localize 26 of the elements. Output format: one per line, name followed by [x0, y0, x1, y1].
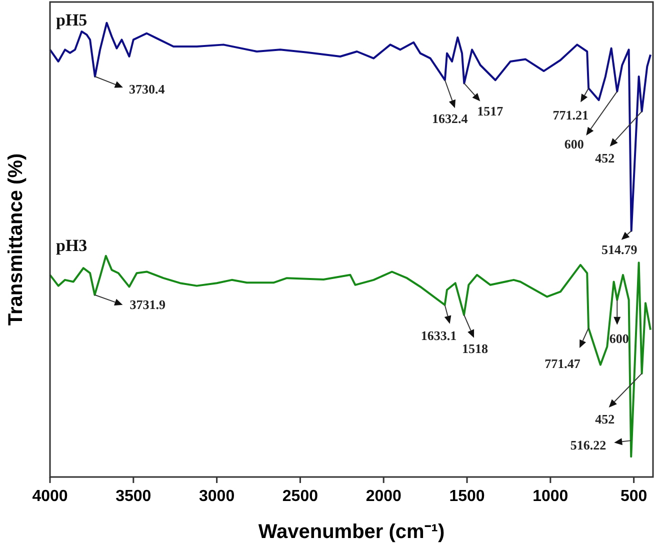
- annotation: 771.47: [544, 356, 581, 372]
- annotation: 514.79: [601, 242, 638, 257]
- annotation: 600: [564, 136, 584, 152]
- annotation: 1518: [462, 340, 489, 356]
- x-tick-label: 3500: [116, 488, 152, 505]
- annotation: 1633.1: [420, 328, 457, 343]
- annotation: 1632.4: [432, 111, 468, 126]
- annotation: 600: [609, 330, 629, 346]
- annotation: 516.22: [570, 438, 606, 453]
- annotation: 771.21: [552, 107, 588, 122]
- annotation: 452: [595, 411, 615, 426]
- annotation: 1517: [477, 103, 504, 118]
- x-tick-label: 1500: [449, 488, 485, 505]
- x-tick-label: 3000: [199, 488, 235, 505]
- x-tick-label: 4000: [32, 488, 68, 505]
- x-tick-label: 2500: [282, 488, 318, 505]
- annotation: 3731.9: [130, 296, 166, 312]
- series-label: pH5: [56, 10, 88, 30]
- annotation: 452: [595, 150, 615, 166]
- x-tick-label: 500: [620, 488, 648, 505]
- series-label: pH3: [56, 236, 88, 255]
- y-axis-title: Transmittance (%): [5, 153, 27, 326]
- x-tick-label: 1000: [532, 488, 568, 505]
- x-tick-label: 2000: [366, 488, 402, 505]
- x-axis-title: Wavenumber (cm⁻¹): [258, 521, 445, 543]
- annotation: 3730.4: [128, 81, 166, 96]
